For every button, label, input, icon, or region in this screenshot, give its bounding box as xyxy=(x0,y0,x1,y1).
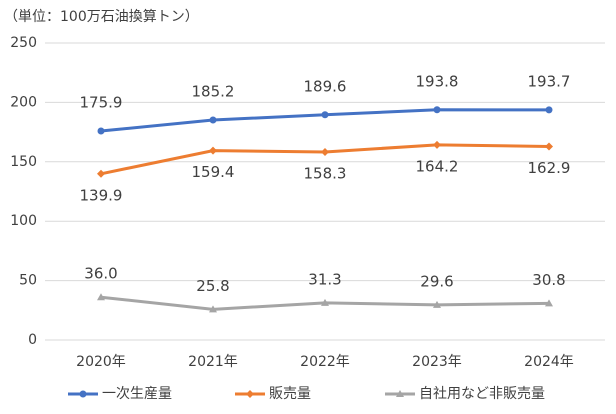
point xyxy=(97,127,105,135)
data-label: 36.0 xyxy=(84,265,117,283)
point xyxy=(97,293,105,301)
y-tick-label: 100 xyxy=(10,213,37,229)
y-tick-label: 150 xyxy=(10,154,37,170)
data-label: 193.8 xyxy=(416,72,459,90)
x-tick-label: 2020年 xyxy=(76,354,126,370)
x-tick-label: 2024年 xyxy=(524,354,574,370)
point xyxy=(209,146,217,155)
data-label: 164.2 xyxy=(416,157,459,175)
legend-label: 自社用など非販売量 xyxy=(419,386,545,402)
x-tick-label: 2023年 xyxy=(412,354,462,370)
legend-label: 一次生産量 xyxy=(102,386,172,402)
y-tick-label: 200 xyxy=(10,94,37,110)
point xyxy=(321,147,329,156)
legend-marker xyxy=(246,390,254,398)
chart-subtitle: （単位：100万石油換算トン） xyxy=(4,9,199,25)
point xyxy=(433,300,441,308)
point xyxy=(545,142,553,151)
point xyxy=(433,140,441,149)
point xyxy=(321,111,329,119)
data-label: 25.8 xyxy=(196,277,229,295)
point xyxy=(97,169,105,178)
data-label: 162.9 xyxy=(528,159,571,177)
data-label: 185.2 xyxy=(192,82,235,100)
data-label: 189.6 xyxy=(304,77,347,95)
data-label: 193.7 xyxy=(528,72,571,90)
y-tick-label: 0 xyxy=(28,332,37,348)
y-tick-label: 250 xyxy=(10,35,37,51)
data-label: 175.9 xyxy=(80,94,123,112)
data-label: 159.4 xyxy=(192,163,235,181)
data-label: 30.8 xyxy=(532,271,565,289)
point xyxy=(545,106,553,114)
legend-marker xyxy=(79,390,87,398)
data-label: 139.9 xyxy=(80,186,123,204)
legend-label: 販売量 xyxy=(269,386,311,402)
x-tick-label: 2022年 xyxy=(300,354,350,370)
x-tick-label: 2021年 xyxy=(188,354,238,370)
data-label: 158.3 xyxy=(304,164,347,182)
point xyxy=(433,106,441,114)
point xyxy=(545,299,553,307)
y-tick-label: 50 xyxy=(19,273,37,289)
legend-marker xyxy=(396,390,404,397)
data-label: 29.6 xyxy=(420,272,453,290)
point xyxy=(321,298,329,306)
data-label: 31.3 xyxy=(308,270,341,288)
point xyxy=(209,116,217,124)
point xyxy=(209,305,217,313)
